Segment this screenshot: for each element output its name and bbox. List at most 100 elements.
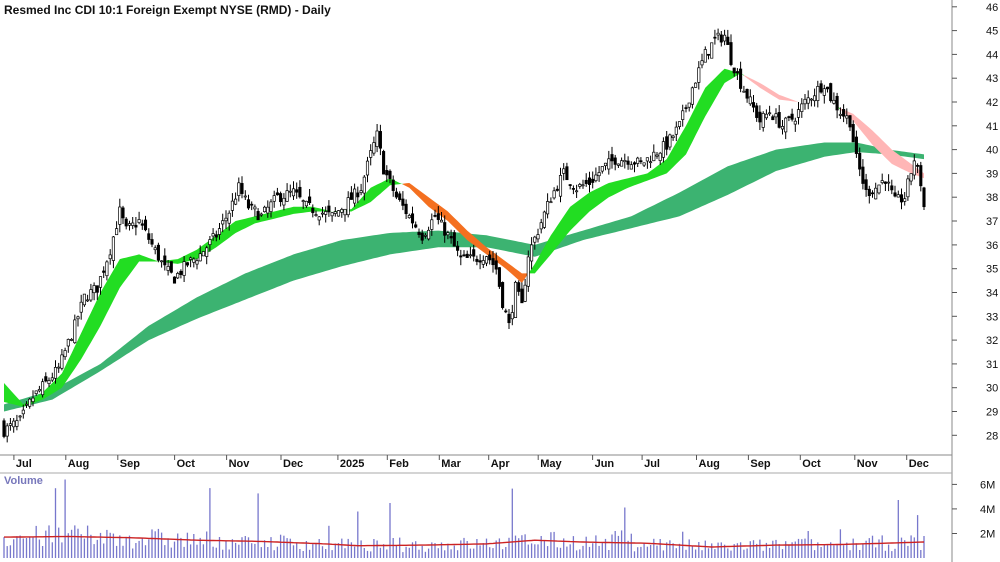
candle: [86, 294, 90, 302]
candle: [176, 271, 180, 279]
candle: [774, 108, 778, 124]
month-tick-label: Sep: [120, 458, 140, 470]
candle: [845, 108, 849, 125]
candle: [832, 92, 836, 105]
candle: [57, 362, 61, 373]
candle: [243, 190, 247, 200]
candle: [488, 250, 492, 265]
candle: [597, 166, 601, 182]
candle: [497, 267, 501, 289]
candle: [613, 154, 617, 171]
candle: [382, 149, 386, 175]
month-tick-label: 2025: [340, 458, 364, 470]
candle: [356, 186, 360, 204]
candle: [768, 105, 772, 116]
month-tick-label: Oct: [802, 458, 821, 470]
candle: [28, 397, 32, 409]
candle: [420, 229, 424, 244]
candle: [803, 94, 807, 110]
candle: [822, 84, 826, 104]
candle: [700, 53, 704, 69]
candle: [816, 80, 820, 108]
candle: [137, 211, 141, 225]
month-tick-label: Nov: [229, 458, 251, 470]
candle: [70, 338, 74, 342]
fast-ma-band-1: [402, 183, 529, 283]
candle: [189, 256, 193, 268]
candle: [336, 210, 341, 217]
candle: [311, 204, 315, 218]
chart-title: Resmed Inc CDI 10:1 Foreign Exempt NYSE …: [4, 3, 331, 17]
month-tick-label: Dec: [283, 458, 303, 470]
candle: [835, 92, 839, 119]
candle: [330, 212, 334, 222]
candle: [160, 260, 164, 268]
candle: [82, 293, 86, 307]
candle: [893, 185, 897, 198]
candle: [636, 156, 640, 167]
volume-tick-label: 6M: [980, 479, 995, 491]
candle: [327, 200, 331, 217]
candle: [858, 147, 862, 177]
fast-ma-band-2: [528, 68, 744, 274]
candle: [301, 199, 305, 209]
candle: [185, 262, 189, 268]
price-tick-label: 41: [986, 121, 998, 133]
candle: [417, 228, 421, 238]
candle: [198, 245, 202, 262]
candle: [15, 414, 19, 431]
candle: [404, 199, 408, 219]
candle: [192, 257, 196, 268]
candle: [53, 360, 58, 384]
candle: [706, 53, 711, 60]
candle: [320, 207, 325, 218]
candle: [66, 338, 70, 353]
candle: [594, 167, 598, 183]
candle: [147, 228, 151, 244]
candle: [295, 182, 299, 199]
candle: [150, 233, 154, 248]
candle: [751, 95, 756, 113]
candle: [127, 220, 132, 231]
candle: [443, 215, 447, 243]
candle: [616, 163, 620, 168]
price-tick-label: 38: [986, 192, 998, 204]
candle: [748, 89, 752, 106]
candle: [468, 246, 472, 259]
candle: [584, 173, 588, 187]
month-tick-label: Dec: [909, 458, 929, 470]
candle: [883, 181, 887, 191]
candle: [414, 221, 418, 229]
candle: [34, 390, 38, 396]
candle: [796, 102, 801, 125]
candle: [906, 175, 910, 201]
candle: [76, 315, 80, 327]
candle: [909, 173, 913, 186]
candle: [793, 117, 797, 132]
month-tick-label: Aug: [699, 458, 720, 470]
candle: [195, 258, 199, 270]
candle: [829, 82, 833, 103]
candle: [211, 228, 215, 241]
candle: [102, 266, 106, 278]
candle: [867, 185, 871, 204]
price-tick-label: 44: [986, 49, 998, 61]
candle: [825, 86, 830, 93]
candle: [571, 185, 575, 195]
volume-axis: 2M 4M 6M: [952, 479, 995, 541]
candle: [536, 228, 540, 243]
candle: [353, 183, 357, 207]
candle: [214, 230, 218, 242]
candle: [710, 42, 714, 59]
candle: [607, 150, 611, 175]
candle: [41, 378, 45, 398]
candle: [874, 182, 878, 200]
candle: [47, 377, 51, 388]
candle: [385, 165, 389, 182]
candle: [221, 213, 225, 233]
month-axis: Jul Aug Sep Oct Nov Dec 2025 Feb Mar Apr May Jun Jul…: [13, 455, 929, 470]
candle: [851, 120, 855, 143]
candle: [372, 136, 376, 156]
candle: [761, 111, 765, 132]
